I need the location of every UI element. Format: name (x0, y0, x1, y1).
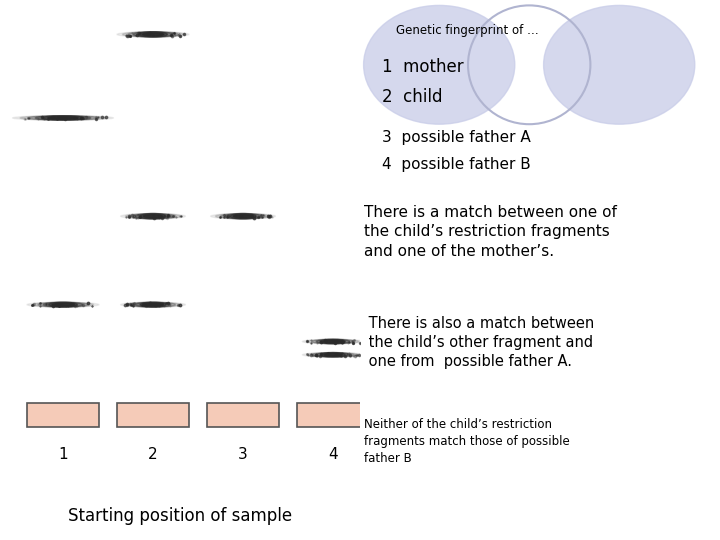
Ellipse shape (302, 339, 364, 344)
Ellipse shape (544, 5, 695, 124)
Ellipse shape (324, 340, 342, 343)
Ellipse shape (121, 302, 186, 307)
Ellipse shape (35, 116, 91, 120)
Text: 1: 1 (58, 447, 68, 462)
Text: 2: 2 (148, 447, 158, 462)
Ellipse shape (43, 302, 83, 307)
Ellipse shape (12, 116, 114, 120)
Ellipse shape (211, 213, 276, 219)
Text: Starting position of sample: Starting position of sample (68, 507, 292, 525)
Ellipse shape (42, 116, 84, 120)
Ellipse shape (37, 302, 88, 307)
Text: 1  mother: 1 mother (382, 58, 463, 77)
Ellipse shape (135, 213, 171, 219)
Ellipse shape (125, 302, 181, 307)
Text: Genetic fingerprint of …: Genetic fingerprint of … (396, 24, 539, 37)
Bar (117, 403, 189, 427)
Ellipse shape (121, 213, 186, 219)
Text: 4  possible father B: 4 possible father B (382, 157, 531, 172)
Ellipse shape (143, 215, 163, 218)
Text: There is a match between one of
the child’s restriction fragments
and one of the: There is a match between one of the chil… (364, 205, 616, 259)
Ellipse shape (316, 339, 350, 344)
Ellipse shape (32, 302, 94, 307)
Ellipse shape (117, 32, 189, 37)
Text: 4: 4 (328, 447, 338, 462)
Ellipse shape (364, 5, 515, 124)
Ellipse shape (128, 32, 179, 37)
Ellipse shape (230, 213, 256, 219)
Ellipse shape (233, 215, 253, 218)
Ellipse shape (307, 339, 359, 344)
Ellipse shape (312, 339, 354, 344)
Text: Neither of the child’s restriction
fragments match those of possible
father B: Neither of the child’s restriction fragm… (364, 418, 570, 464)
Ellipse shape (324, 354, 342, 356)
Ellipse shape (27, 116, 98, 120)
Ellipse shape (27, 302, 99, 307)
Ellipse shape (48, 302, 78, 307)
Ellipse shape (312, 353, 354, 357)
Ellipse shape (302, 353, 364, 357)
Ellipse shape (225, 213, 261, 219)
Ellipse shape (48, 117, 78, 119)
Ellipse shape (138, 32, 167, 37)
Ellipse shape (140, 302, 166, 307)
Bar (207, 403, 279, 427)
Ellipse shape (20, 116, 106, 120)
Ellipse shape (220, 213, 266, 219)
Bar (297, 403, 369, 427)
Ellipse shape (321, 353, 346, 357)
Text: 3: 3 (238, 447, 248, 462)
Bar (27, 403, 99, 427)
Text: 2  child: 2 child (382, 88, 442, 106)
Ellipse shape (143, 303, 163, 306)
Ellipse shape (135, 302, 171, 307)
Ellipse shape (122, 32, 184, 37)
Ellipse shape (321, 339, 346, 344)
Ellipse shape (52, 303, 73, 306)
Ellipse shape (140, 213, 166, 219)
Ellipse shape (215, 213, 271, 219)
Ellipse shape (307, 353, 359, 357)
Text: 3  possible father A: 3 possible father A (382, 130, 531, 145)
Ellipse shape (130, 302, 176, 307)
Ellipse shape (142, 33, 164, 36)
Ellipse shape (133, 32, 173, 37)
Ellipse shape (316, 353, 350, 357)
Ellipse shape (125, 213, 181, 219)
Ellipse shape (130, 213, 176, 219)
Text: There is also a match between
 the child’s other fragment and
 one from  possibl: There is also a match between the child’… (364, 316, 594, 369)
